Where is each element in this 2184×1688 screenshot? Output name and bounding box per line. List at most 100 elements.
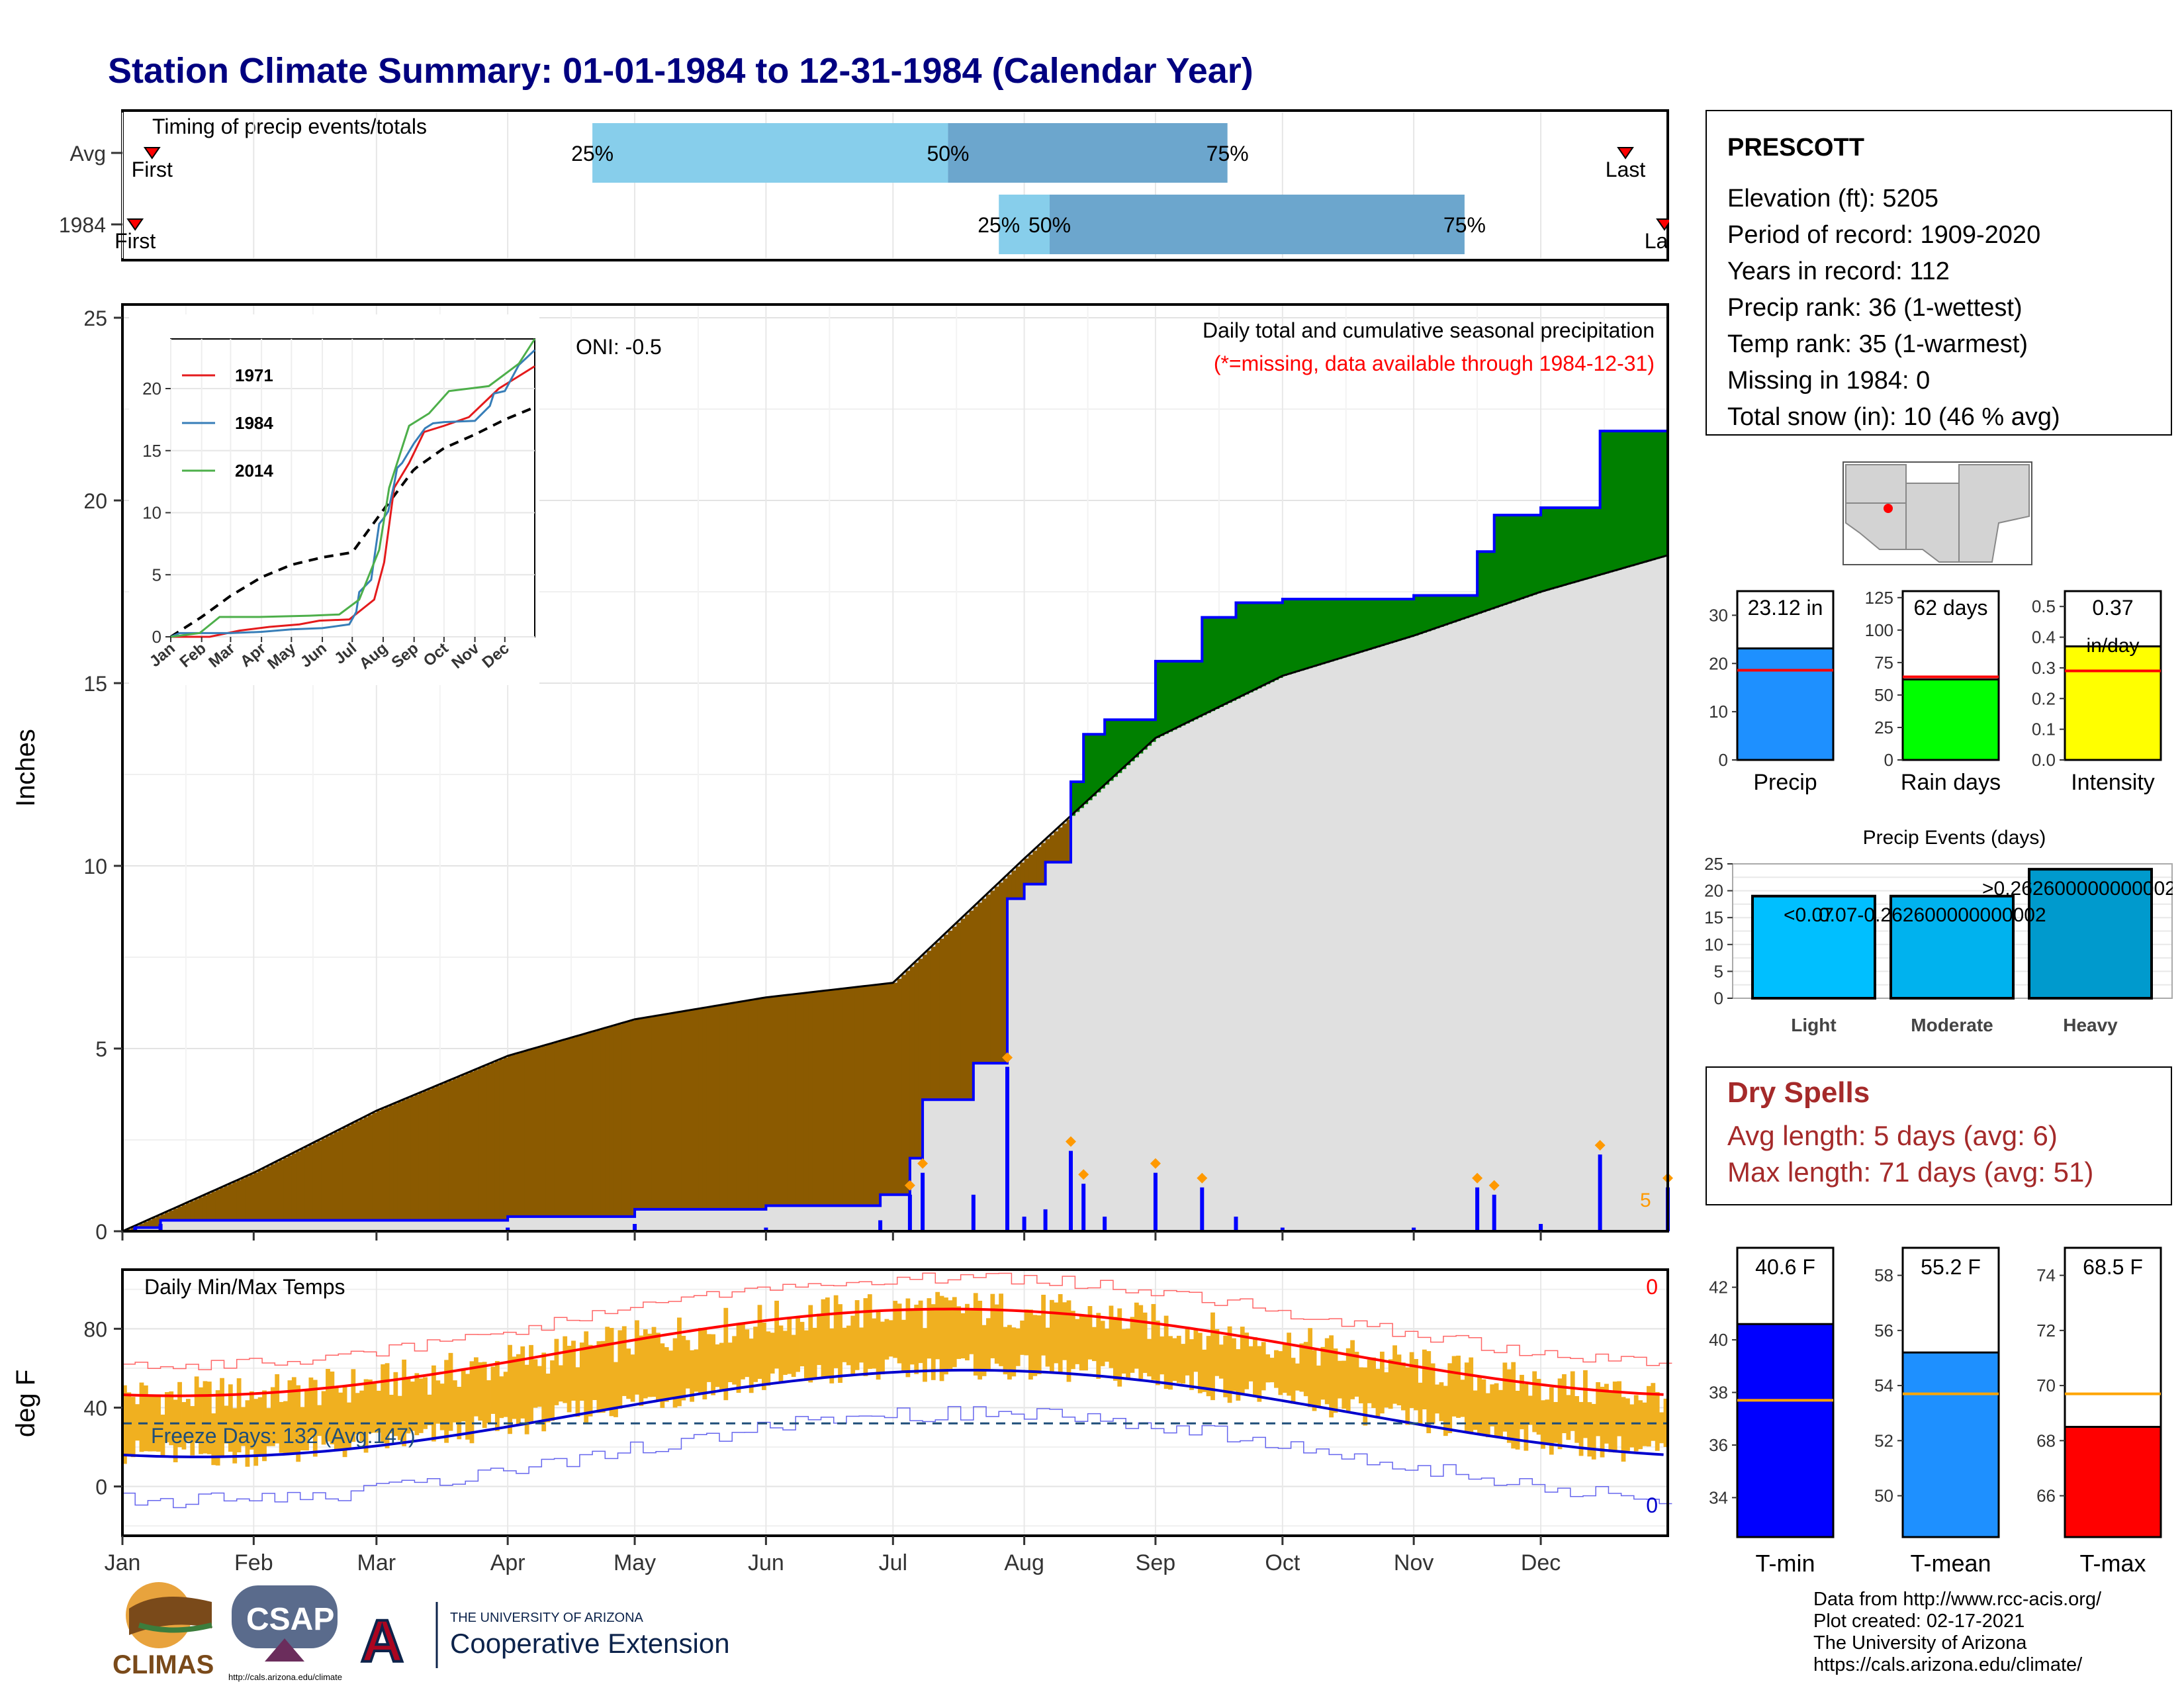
daily-precip-bar [1234,1216,1238,1231]
small-bar-value: 62 days [1913,596,1987,620]
above-avg-fill [1363,599,1368,651]
temp-frame [121,1268,1669,1537]
above-avg-fill [1570,508,1575,584]
above-avg-fill [1117,720,1122,773]
below-avg-fill [486,1064,492,1221]
daily-temp-bar [614,1362,618,1417]
below-avg-fill [651,1016,657,1209]
below-avg-fill [965,914,970,1100]
events-tick-label: 25 [1704,854,1723,874]
above-avg-fill [1278,602,1283,679]
timing-q50-label: 50% [1028,213,1071,237]
above-avg-fill [1147,720,1152,746]
below-avg-fill [185,1203,191,1221]
below-avg-fill [499,1059,504,1221]
events-body: Light Moderate Heavy <0.070.07-0.2626000000… [1704,854,2184,1035]
daily-temp-bar [1384,1372,1389,1408]
below-avg-fill [893,982,898,1195]
daily-temp-bar [1469,1357,1474,1433]
daily-temp-bar [342,1386,347,1458]
above-avg-fill [1163,661,1169,734]
daily-temp-bar [833,1295,839,1368]
above-avg-fill [1342,599,1347,658]
below-avg-fill [457,1077,462,1221]
daily-temp-bar [215,1390,220,1466]
above-avg-fill [1295,599,1300,673]
below-avg-fill [990,890,995,1064]
daily-temp-bar [1206,1336,1211,1397]
below-avg-fill [1045,839,1050,863]
daily-temp-bar [685,1340,690,1389]
timing-title: Timing of precip events/totals [152,115,427,138]
daily-temp-bar [753,1327,758,1382]
summary-bar-charts: 23.12 in 0 10 20 30 Precip 62 days 0 25 50 75 100 12… [1709,588,2162,795]
daily-temp-bar [1545,1399,1550,1444]
record-high-line [122,1272,1672,1370]
above-avg-fill [1138,720,1144,754]
daily-temp-bar [1541,1400,1545,1449]
daily-temp-bar [1045,1327,1050,1367]
above-avg-fill [1384,599,1389,645]
daily-temp-bar [643,1329,648,1399]
small-bar-tick-label: 30 [1709,605,1728,625]
below-avg-fill [592,1031,598,1217]
below-avg-fill [190,1201,195,1221]
daily-temp-bar [1176,1335,1181,1383]
daily-temp-bar [893,1301,898,1358]
above-avg-fill [1456,595,1461,622]
small-bar-tick-label: 0 [1719,750,1728,770]
daily-precip-bar [133,1227,138,1231]
below-avg-fill [749,1000,754,1209]
daily-precip-bar [158,1223,163,1231]
below-avg-fill [376,1110,381,1221]
timing-panel: Timing of precip events/totals 25% 50% 75%… [59,109,1702,261]
below-avg-fill [588,1033,593,1217]
below-avg-fill [245,1176,250,1221]
inset-legend-label: 2014 [235,461,273,481]
daily-temp-bar [1371,1357,1376,1409]
daily-temp-bar [787,1317,792,1374]
above-avg-fill [1338,599,1343,659]
below-avg-fill [867,986,872,1206]
above-avg-fill [1655,431,1660,559]
daily-temp-bar [1109,1305,1114,1368]
daily-temp-bar [1549,1387,1554,1455]
station-lines: Elevation (ft): 5205 Period of record: 19… [1727,185,2060,431]
daily-temp-bar [1506,1369,1512,1443]
above-avg-fill [1160,661,1165,736]
daily-temp-bar [1418,1382,1423,1426]
precip-y-tick-label: 0 [95,1220,107,1244]
daily-temp-bar [1396,1354,1402,1405]
daily-temp-bar [935,1291,940,1360]
heavy-event-marker [1002,1052,1013,1063]
inset-lines [169,338,536,638]
events-range-light: <0.07 [1784,904,1834,926]
inset-y-tick-label: 10 [142,503,161,523]
daily-temp-bar [1638,1400,1643,1450]
ua-block-a: A [361,1609,404,1675]
above-avg-fill [1168,661,1173,732]
below-avg-fill [368,1115,373,1221]
above-avg-fill [1515,515,1520,601]
station-info-line: Temp rank: 35 (1-warmest) [1727,330,2028,358]
temp-bar-tick-label: 34 [1709,1487,1728,1507]
daily-temp-bar [486,1380,491,1423]
daily-temp-bar [1287,1333,1292,1396]
daily-temp-bar [541,1352,547,1432]
daily-temp-bar [647,1333,653,1397]
below-avg-fill [490,1062,496,1221]
heavy-event-marker [1197,1172,1208,1184]
heavy-event-marker [1078,1169,1089,1180]
daily-temp-bar [545,1374,551,1423]
daily-temp-bar [994,1304,999,1364]
daily-temp-bar [181,1402,187,1450]
daily-temp-bar [1308,1328,1313,1407]
daily-temp-bar [1612,1382,1617,1453]
daily-temp-bar [1642,1402,1647,1446]
daily-temp-bar [1282,1344,1287,1393]
daily-temp-bar [702,1328,707,1400]
below-avg-fill [817,991,822,1206]
below-avg-fill [639,1018,644,1209]
daily-temp-bar [351,1369,356,1442]
last-event-marker [1656,218,1673,231]
